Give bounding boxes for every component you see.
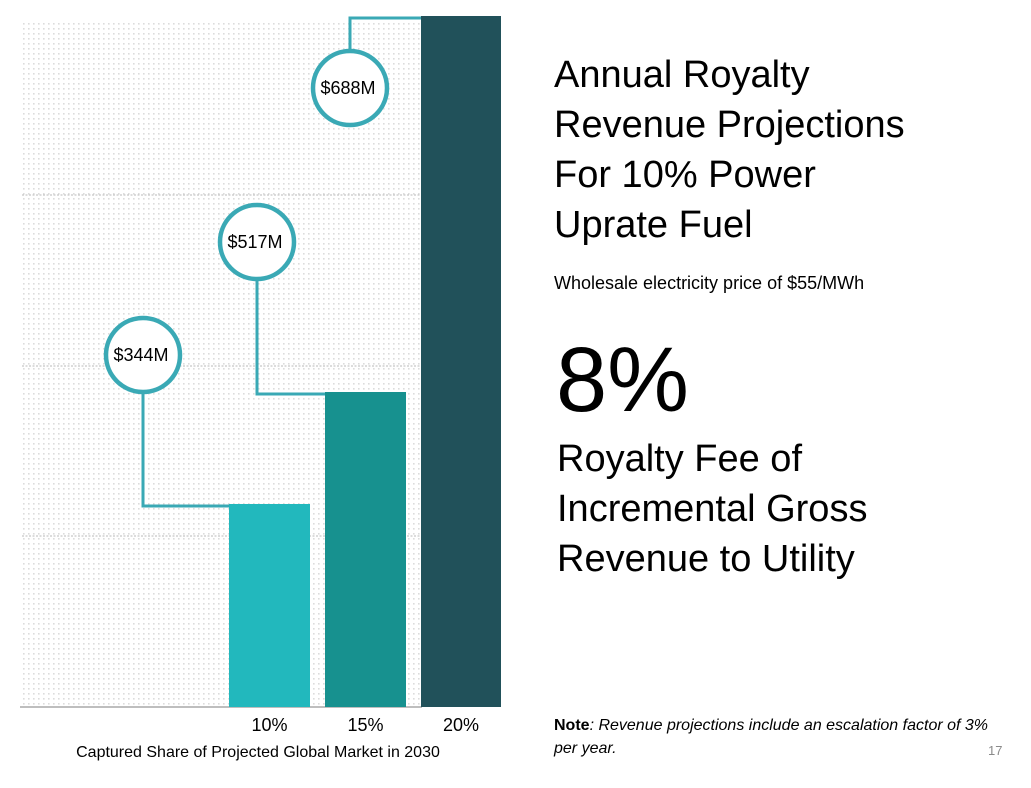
footnote: Note: Revenue projections include an esc… <box>554 714 994 760</box>
value-callout-circle <box>310 48 390 128</box>
royalty-desc-line: Revenue to Utility <box>557 538 855 580</box>
value-callout-circle <box>103 315 183 395</box>
title-line: Revenue Projections <box>554 104 905 146</box>
data-label: $688M <box>320 78 375 98</box>
title-line: Uprate Fuel <box>554 204 753 246</box>
x-tick-label: 10% <box>251 715 287 735</box>
royalty-desc-line: Royalty Fee of <box>557 438 802 480</box>
x-tick-label: 20% <box>443 715 479 735</box>
revenue-bar-chart: $344M $517M $688M 10% 15% 20% Captured Share… <box>20 16 501 761</box>
bar-15pct <box>325 392 406 707</box>
royalty-desc-line: Incremental Gross <box>557 488 868 530</box>
note-label: Note <box>554 717 590 734</box>
royalty-percentage: 8% <box>556 329 689 431</box>
bar-10pct <box>229 504 310 707</box>
note-text: : Revenue projections include an escalat… <box>554 717 989 757</box>
data-label: $344M <box>113 345 168 365</box>
slide-title: Annual Royalty Revenue Projections For 1… <box>554 50 994 250</box>
royalty-description: Royalty Fee of Incremental Gross Revenue… <box>557 434 977 584</box>
bar-20pct <box>421 16 501 707</box>
x-axis-label: Captured Share of Projected Global Marke… <box>76 744 440 761</box>
electricity-price-subtitle: Wholesale electricity price of $55/MWh <box>554 273 865 293</box>
callout-connector <box>141 392 229 508</box>
title-line: Annual Royalty <box>554 54 810 96</box>
callout-connector <box>255 279 325 396</box>
value-callout-circle <box>217 202 297 282</box>
title-line: For 10% Power <box>554 154 816 196</box>
page-number: 17 <box>988 743 1003 758</box>
x-tick-label: 15% <box>347 715 383 735</box>
data-label: $517M <box>227 232 282 252</box>
